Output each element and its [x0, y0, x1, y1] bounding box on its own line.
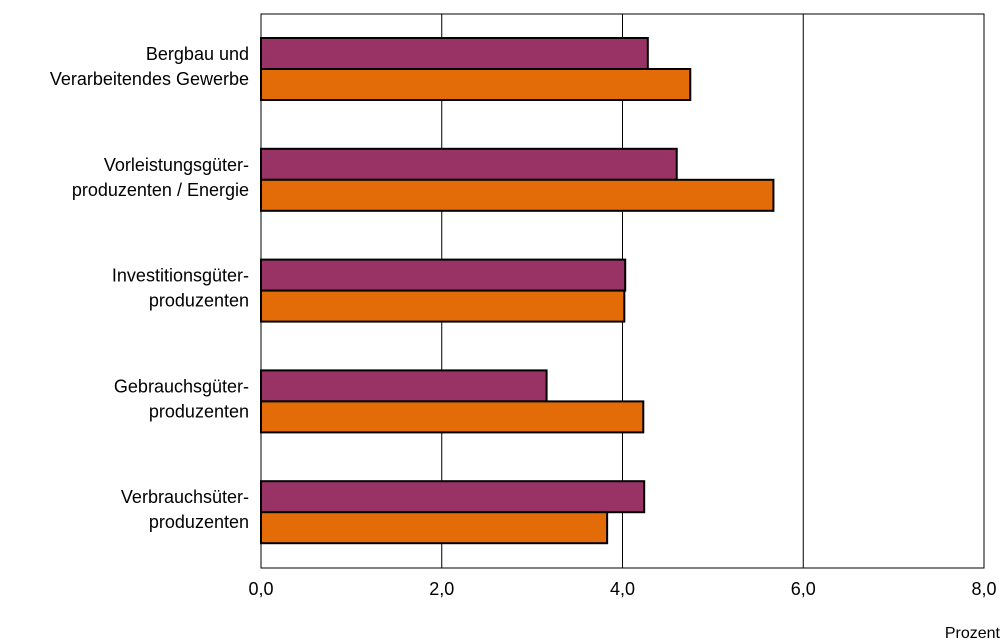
category-label: Investitionsgüter-produzenten — [112, 266, 249, 311]
x-tick-labels: 0,0 2,0 4,0 6,0 8,0 — [248, 579, 996, 599]
category-label-line: Investitionsgüter- — [112, 266, 249, 286]
category-label-line: produzenten — [149, 401, 249, 421]
x-tick-label: 0,0 — [248, 579, 273, 599]
category-labels: Bergbau und Verarbeitendes Gewerbe Vorleis… — [50, 44, 249, 532]
category-label-line: Bergbau und — [146, 44, 249, 64]
category-label-line: produzenten / Energie — [72, 180, 249, 200]
category-label-line: Verbrauchsüter- — [121, 487, 249, 507]
category-label: Verbrauchsüter-produzenten — [121, 487, 249, 532]
bar-s2-c5 — [260, 511, 609, 545]
bars — [260, 37, 775, 545]
bar-s1-c1 — [260, 37, 649, 70]
bar-s2-c3 — [260, 289, 626, 323]
bar-s1-c2 — [260, 147, 678, 181]
category-label-line: produzenten — [149, 291, 249, 311]
category-label: Bergbau und Verarbeitendes Gewerbe — [50, 44, 249, 89]
x-tick-label: 4,0 — [610, 579, 635, 599]
x-axis-unit-label: Prozent — [945, 625, 1001, 642]
category-label: Gebrauchsgüter-produzenten — [114, 376, 249, 421]
x-tick-label: 6,0 — [791, 579, 816, 599]
bar-s1-c5 — [260, 480, 646, 514]
category-label-line: Gebrauchsgüter- — [114, 376, 249, 396]
bar-s2-c4 — [260, 400, 645, 434]
bar-s1-c4 — [260, 369, 548, 403]
x-tick-label: 2,0 — [429, 579, 454, 599]
bar-s2-c2 — [260, 178, 775, 212]
category-label-line: Vorleistungsgüter- — [104, 155, 249, 175]
plot-area-frame — [260, 13, 985, 569]
bar-s2-c1 — [260, 68, 692, 101]
category-label: Vorleistungsgüter-produzenten / Energie — [72, 155, 249, 200]
bar-s1-c3 — [260, 258, 627, 292]
category-label-line: produzenten — [149, 512, 249, 532]
x-tick-label: 8,0 — [971, 579, 996, 599]
category-label-line: Verarbeitendes Gewerbe — [50, 69, 249, 89]
